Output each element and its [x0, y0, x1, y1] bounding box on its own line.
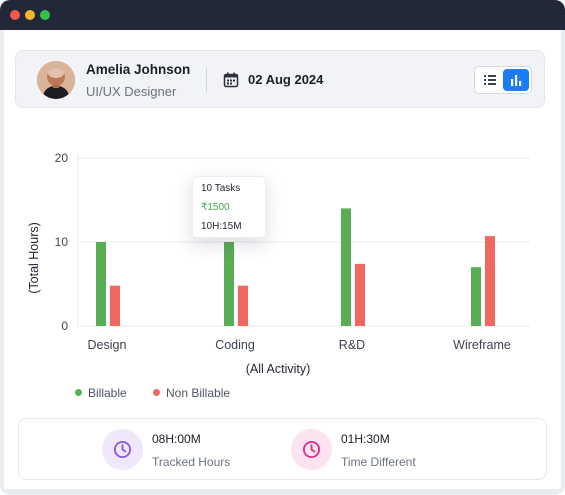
- y-tick-label: 10: [55, 235, 69, 249]
- bar-chart-icon: [511, 75, 522, 86]
- current-date: 02 Aug 2024: [248, 72, 324, 87]
- legend-item-billable: Billable: [75, 386, 127, 400]
- tracked-hours-label: Tracked Hours: [152, 455, 231, 469]
- maximize-window-button[interactable]: [40, 10, 50, 20]
- chart-view-button[interactable]: [503, 69, 529, 91]
- user-name: Amelia Johnson: [86, 62, 191, 77]
- tracked-hours-value: 08H:00M: [152, 432, 201, 446]
- time-difference-icon-badge: [291, 429, 332, 470]
- bar-non-billable-design[interactable]: [110, 285, 120, 326]
- close-window-button[interactable]: [10, 10, 20, 20]
- x-tick-label: Wireframe: [453, 338, 511, 352]
- activity-bar-chart: 0 10 20 Design Coding R&D Wireframe (All Activi…: [27, 151, 530, 376]
- avatar: [37, 61, 75, 99]
- legend-label-non-billable: Non Billable: [166, 386, 231, 400]
- bar-billable-wireframe[interactable]: [471, 267, 481, 326]
- list-view-button[interactable]: [477, 69, 503, 91]
- user-role: UI/UX Designer: [86, 84, 177, 99]
- chart-tooltip: 10 Tasks ₹1500 10H:15M: [192, 176, 266, 238]
- clock-icon: [302, 440, 321, 459]
- calendar-icon: [223, 72, 239, 88]
- bar-non-billable-wireframe[interactable]: [485, 236, 495, 326]
- tooltip-tasks: 10 Tasks: [201, 183, 241, 194]
- y-tick-label: 0: [61, 319, 68, 333]
- legend-item-non-billable: Non Billable: [153, 386, 230, 400]
- tooltip-amount: ₹1500: [201, 202, 230, 213]
- title-bar: [0, 0, 565, 30]
- bar-billable-design[interactable]: [96, 242, 106, 326]
- time-difference-value: 01H:30M: [341, 432, 390, 446]
- x-axis-title: (All Activity): [246, 362, 311, 376]
- legend-marker-non-billable: [153, 389, 160, 397]
- legend-label-billable: Billable: [88, 386, 127, 400]
- x-tick-label: Design: [88, 338, 127, 352]
- x-tick-label: R&D: [339, 338, 365, 352]
- divider: [206, 68, 207, 92]
- view-toggle: [474, 66, 532, 94]
- list-icon: [484, 75, 496, 85]
- bar-non-billable-coding[interactable]: [238, 285, 248, 326]
- y-axis-title: (Total Hours): [27, 222, 41, 294]
- profile-header: Amelia Johnson UI/UX Designer 02 Aug 202…: [15, 50, 545, 108]
- bar-billable-r-d[interactable]: [341, 208, 351, 326]
- tracked-hours-icon-badge: [102, 429, 143, 470]
- x-tick-label: Coding: [215, 338, 255, 352]
- time-difference-label: Time Different: [341, 455, 416, 469]
- tooltip-time: 10H:15M: [201, 221, 242, 232]
- bar-non-billable-r-d[interactable]: [355, 263, 365, 326]
- clock-icon: [113, 440, 132, 459]
- bar-billable-coding[interactable]: [224, 242, 234, 326]
- legend-marker-billable: [75, 389, 82, 397]
- time-summary-card: 08H:00M Tracked Hours 01H:30M Time Diffe…: [18, 418, 547, 480]
- minimize-window-button[interactable]: [25, 10, 35, 20]
- y-tick-label: 20: [55, 151, 69, 165]
